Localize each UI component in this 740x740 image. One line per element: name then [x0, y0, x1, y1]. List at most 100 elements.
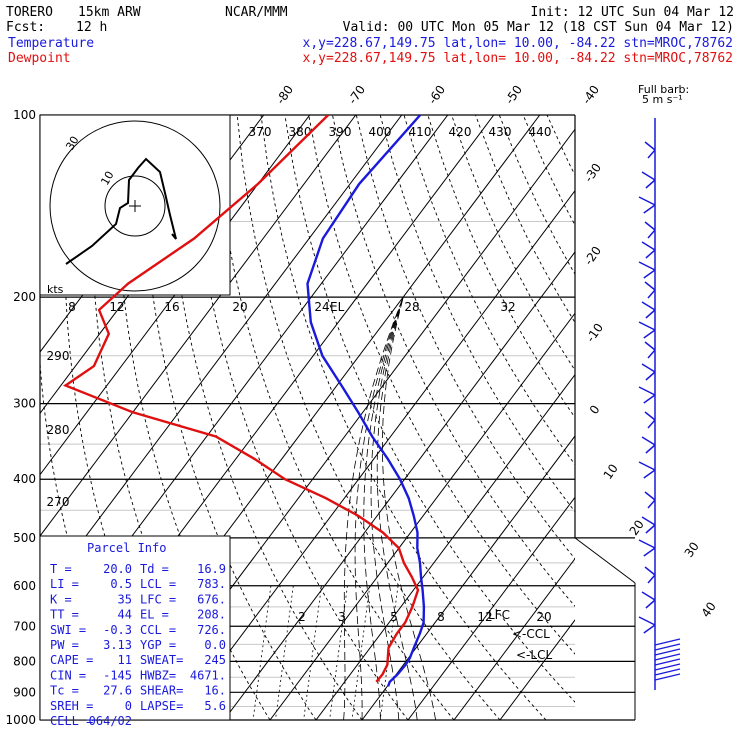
hodograph-trace: [65, 157, 177, 265]
isotherm: [269, 312, 575, 720]
temperature-profile: [306, 115, 426, 687]
wind-barb: [641, 363, 656, 373]
isotherm: [40, 115, 403, 599]
dry-adiabat: [189, 115, 409, 720]
mixing-ratio-label: 8: [68, 300, 76, 314]
parcel-field-label: HWBZ=: [140, 668, 176, 682]
parcel-field-label: LFC =: [140, 592, 176, 606]
mixing-ratio-label: 20: [232, 300, 247, 314]
dry-adiabat: [451, 115, 575, 371]
theta-label: 410: [409, 125, 432, 139]
parcel-field-label: CELL =: [50, 714, 93, 728]
isotherm: [407, 496, 575, 720]
mixing-ratio-label: 5: [390, 610, 398, 624]
parcel-field-label: EL =: [140, 608, 169, 622]
isotherm-label: 10: [601, 461, 621, 482]
parcel-field-value: 20.0: [103, 562, 132, 576]
wind-barb: [654, 638, 681, 646]
pressure-label: 700: [13, 619, 36, 633]
parcel-field-value: 44: [118, 608, 132, 622]
wind-barb: [647, 289, 656, 299]
init-time: Init: 12 UTC Sun 04 Mar 12: [531, 5, 735, 20]
dry-adiabat: [427, 115, 575, 419]
hodo-ring: [49, 120, 221, 292]
hodo-ring: [104, 175, 166, 237]
mixing-ratio-label: 2: [298, 610, 306, 624]
wind-barb: [647, 149, 656, 159]
wind-barb: [645, 599, 656, 609]
isotherm-label: 0: [587, 403, 603, 417]
wind-barb: [654, 668, 681, 676]
wind-barb: [647, 574, 656, 584]
parcel-field-value: 4671.: [190, 668, 226, 682]
wind-barb: [644, 281, 656, 291]
isotherm: [40, 115, 357, 537]
dry-adiabat: [260, 115, 547, 720]
wind-barb: [647, 229, 656, 239]
isotherm: [453, 557, 575, 720]
parcel-field-value: 11: [118, 653, 132, 667]
isotherm-label: -60: [425, 83, 448, 107]
pressure-label: 300: [13, 397, 36, 411]
hodo-unit-label: kts: [47, 283, 64, 296]
model-resolution: 15km ARW: [78, 5, 141, 20]
dry-adiabat: [141, 115, 317, 720]
parcel-field-value: -145: [103, 668, 132, 682]
parcel-field-value: 16.: [204, 684, 226, 698]
dry-adiabat: [284, 115, 575, 703]
parcel-field-value: 064/02: [89, 714, 132, 728]
wind-barb: [638, 539, 656, 549]
wind-barb: [641, 516, 656, 526]
theta-label: 370: [249, 125, 272, 139]
wind-barb: [638, 386, 656, 396]
wind-barb: [638, 196, 656, 206]
parcel-field-label: CAPE =: [50, 653, 93, 667]
parcel-field-value: 5.6: [204, 699, 226, 713]
mixing-ratio-label: 12: [477, 610, 492, 624]
parcel-field-value: 245: [204, 653, 226, 667]
parcel-marker: LFC: [488, 608, 510, 622]
parcel-marker: <-LCL: [516, 648, 552, 662]
isotherm-label: -30: [581, 161, 604, 185]
isotherm: [315, 373, 575, 720]
mixing-ratio-line: [351, 585, 371, 720]
parcel-field-value: 0.0: [204, 638, 226, 652]
location-blue: x,y=228.67,149.75 lat,lon= 10.00, -84.22…: [303, 36, 733, 51]
parcel-field-label: LCL =: [140, 577, 176, 591]
parcel-field-value: 0.5: [110, 577, 132, 591]
parcel-field-label: PW =: [50, 638, 79, 652]
pressure-label: 900: [13, 685, 36, 699]
parcel-field-label: T =: [50, 562, 72, 576]
parcel-field-value: 208.: [197, 608, 226, 622]
theta-label: 430: [489, 125, 512, 139]
theta-left-label: 270: [47, 495, 70, 509]
wind-barb: [645, 309, 656, 319]
parcel-info-title: Parcel Info: [87, 541, 166, 555]
wind-barb: [638, 261, 656, 271]
wind-barb: [644, 411, 656, 421]
dry-adiabat: [332, 115, 575, 607]
isotherm-label: -80: [273, 83, 296, 107]
wind-barb: [644, 341, 656, 351]
wind-barb: [654, 653, 681, 661]
wind-barb: [644, 141, 656, 151]
isotherm-label: -20: [581, 244, 604, 268]
parcel-field-value: 726.: [197, 623, 226, 637]
theta-left-label: 280: [47, 423, 70, 437]
parcel-field-value: 3.13: [103, 638, 132, 652]
hodo-ring-label: 10: [98, 169, 116, 188]
isotherm-label: -50: [502, 83, 525, 107]
parcel-field-label: Tc =: [50, 684, 79, 698]
theta-label: 390: [329, 125, 352, 139]
temperature-legend: Temperature: [8, 36, 94, 51]
wind-barb: [641, 171, 656, 181]
dry-adiabat: [546, 115, 575, 176]
barb-subtitle: 5 m s⁻¹: [642, 93, 683, 106]
parcel-field-value: -0.3: [103, 623, 132, 637]
wind-barb: [643, 394, 656, 404]
parcel-info-box: [39, 535, 231, 721]
wind-barb: [643, 204, 656, 214]
hodo-ring-label: 30: [63, 134, 81, 153]
isotherm: [223, 251, 575, 720]
